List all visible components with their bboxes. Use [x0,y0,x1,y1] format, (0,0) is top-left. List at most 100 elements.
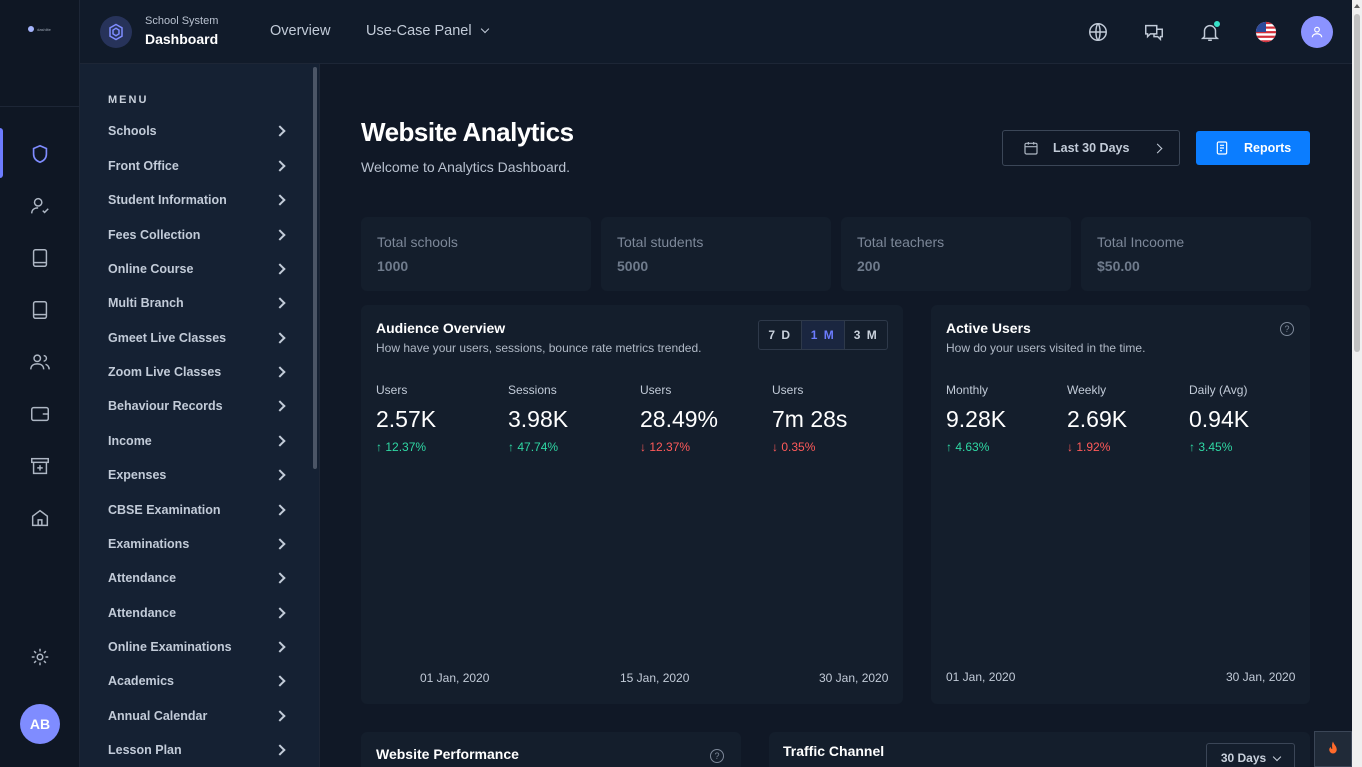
chevron-right-icon [274,229,286,241]
help-icon[interactable]: ? [1280,322,1294,336]
rail-archive-icon[interactable] [0,446,80,486]
chevron-right-icon [274,469,286,481]
metric-value: 0.94K [1189,406,1250,432]
chevron-right-icon [1152,143,1163,153]
scroll-up-icon[interactable] [1354,4,1360,8]
rail-user-check-icon[interactable] [0,186,80,226]
chart-date-label: 01 Jan, 2020 [946,670,1016,684]
globe-icon[interactable] [1084,18,1112,46]
chevron-right-icon [274,297,286,309]
metric-value: 9.28K [946,406,1007,432]
user-avatar[interactable] [1301,16,1333,48]
chevron-right-icon [274,263,286,275]
menu-item[interactable]: Front Office [108,156,288,176]
chevron-right-icon [274,607,286,619]
stat-card: Total Incoome $50.00 [1081,217,1311,291]
topbar: School System Dashboard Overview Use-Cas… [80,0,1352,64]
menu-item-label: Expenses [108,468,167,482]
stat-value: 5000 [617,258,649,274]
nav-usecase-panel[interactable]: Use-Case Panel [366,23,489,39]
logo[interactable]: dashlite [28,22,51,36]
menu-item-label: Attendance [108,571,177,585]
rail-wallet-icon[interactable] [0,394,80,434]
rail-home-icon[interactable] [0,498,80,538]
chevron-down-icon [480,24,489,34]
menu-item[interactable]: Gmeet Live Classes [108,328,288,348]
fire-icon[interactable] [1314,731,1352,767]
scrollbar-thumb[interactable] [1354,14,1360,352]
nav-overview[interactable]: Overview [270,23,330,39]
help-icon[interactable]: ? [710,749,724,763]
page-scrollbar[interactable] [1352,0,1362,767]
page-subtitle: Welcome to Analytics Dashboard. [361,159,571,175]
metric-value: 3.98K [508,406,569,432]
menu-item[interactable]: Online Course [108,259,288,279]
active-users-title: Active Users [946,320,1031,336]
active-metric: Monthly 9.28K ↑ 4.63% [946,383,1006,454]
rail-user-avatar[interactable]: AB [20,704,60,744]
menu-item[interactable]: Schools [108,121,288,141]
menu-item-label: Fees Collection [108,228,201,242]
menu-item[interactable]: Multi Branch [108,293,288,313]
bell-icon[interactable] [1196,18,1224,46]
rail-notebook-icon[interactable] [0,290,80,330]
menu-item[interactable]: Examinations [108,534,288,554]
chat-icon[interactable] [1140,18,1168,46]
menu-item-label: Attendance [108,606,177,620]
metric-label: Users [772,383,804,397]
rail-settings-icon[interactable] [0,637,80,677]
chevron-right-icon [274,744,286,756]
report-icon [1216,141,1228,155]
nav-overview-label: Overview [270,23,331,39]
menu-item[interactable]: Income [108,431,288,451]
chart-date-label: 01 Jan, 2020 [420,671,490,685]
calendar-icon [1024,142,1038,155]
chart-date-label: 30 Jan, 2020 [819,671,889,685]
menu-item[interactable]: Zoom Live Classes [108,362,288,382]
change-value: 4.63% [955,440,990,454]
logo-icon [28,26,35,32]
audience-metric: Sessions 3.98K ↑ 47.74% [508,383,568,454]
stat-label: Total students [617,234,704,250]
chevron-right-icon [274,538,286,550]
performance-title: Website Performance [376,746,519,762]
menu-item[interactable]: Fees Collection [108,225,288,245]
menu-item-label: Front Office [108,159,179,173]
us-flag-icon[interactable] [1252,18,1280,46]
metric-value: 2.57K [376,406,437,432]
chevron-right-icon [274,366,286,378]
menu-item[interactable]: Attendance [108,603,288,623]
rail-book-icon[interactable] [0,238,80,278]
metric-change: ↑ 4.63% [946,440,990,454]
stat-card: Total students 5000 [601,217,831,291]
period-7d-button[interactable]: 7 D [759,321,802,349]
menu-item[interactable]: Lesson Plan [108,740,288,760]
period-1m-button[interactable]: 1 M [802,321,845,349]
chevron-right-icon [274,400,286,412]
rail-users-icon[interactable] [0,342,80,382]
traffic-range-dropdown[interactable]: 30 Days [1206,743,1295,767]
menu-title: MENU [108,94,149,106]
menu-item[interactable]: Attendance [108,568,288,588]
rail-shield-icon[interactable] [0,134,80,174]
menu-scrollbar[interactable] [313,67,317,469]
menu-item[interactable]: Annual Calendar [108,706,288,726]
reports-button[interactable]: Reports [1196,131,1310,165]
page-title: Website Analytics [361,117,574,147]
stat-label: Total Incoome [1097,234,1185,250]
side-menu: MENU Schools Front Office Student Inform… [80,64,320,767]
menu-item[interactable]: Behaviour Records [108,396,288,416]
date-range-button[interactable]: Last 30 Days [1002,130,1180,166]
traffic-range-label: 30 Days [1220,751,1267,765]
change-value: 47.74% [517,440,559,454]
period-3m-button[interactable]: 3 M [853,328,879,342]
audience-metric: Users 2.57K ↑ 12.37% [376,383,436,454]
change-value: 0.35% [781,440,816,454]
menu-item[interactable]: Academics [108,671,288,691]
menu-item[interactable]: CBSE Examination [108,500,288,520]
brand-icon[interactable] [100,16,132,48]
chevron-right-icon [274,675,286,687]
menu-item[interactable]: Online Examinations [108,637,288,657]
menu-item[interactable]: Expenses [108,465,288,485]
menu-item[interactable]: Student Information [108,190,288,210]
